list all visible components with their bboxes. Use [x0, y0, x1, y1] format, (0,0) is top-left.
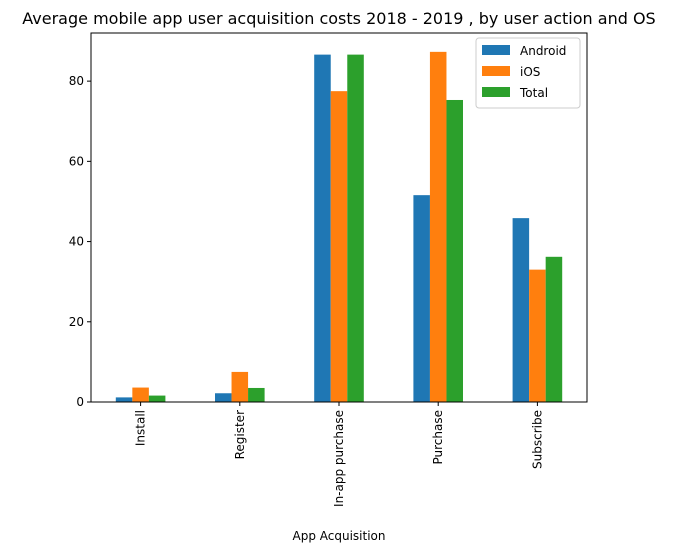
bar-total-in-app-purchase — [347, 54, 364, 402]
legend-label-android: Android — [520, 44, 566, 58]
legend-swatch-android — [482, 45, 510, 55]
x-axis: Install Register In-app purchase Purchase Su… — [134, 402, 544, 507]
bar-total-subscribe — [545, 256, 563, 402]
legend-label-total: Total — [519, 86, 548, 100]
x-axis-label: App Acquisition — [293, 529, 386, 543]
bar-android-register — [215, 393, 232, 402]
legend: Android iOS Total — [475, 37, 581, 109]
bar-android-in-app-purchase — [314, 54, 331, 402]
legend-swatch-ios — [482, 66, 510, 76]
bar-ios-register — [231, 371, 249, 402]
bar-ios-in-app-purchase — [330, 91, 348, 403]
bar-total-register — [248, 387, 265, 402]
bar-android-subscribe — [512, 218, 530, 402]
y-tick-label: 0 — [76, 395, 84, 409]
bar-ios-purchase — [429, 51, 447, 403]
bar-total-install — [148, 395, 166, 402]
bar-android-purchase — [413, 195, 430, 402]
y-tick-label: 20 — [69, 315, 84, 329]
legend-label-ios: iOS — [520, 65, 540, 79]
x-tick-label: Register — [233, 410, 247, 459]
legend-swatch-total — [482, 87, 510, 97]
bar-ios-install — [132, 387, 149, 402]
x-tick-label: Purchase — [431, 410, 445, 465]
y-tick-label: 60 — [69, 154, 84, 168]
bar-ios-subscribe — [529, 269, 546, 402]
x-tick-label: In-app purchase — [332, 410, 346, 507]
bars-layer — [115, 51, 563, 403]
bar-android-install — [115, 397, 133, 402]
x-tick-label: Subscribe — [530, 410, 544, 469]
x-tick-label: Install — [134, 410, 148, 446]
y-tick-label: 80 — [69, 74, 84, 88]
bar-total-purchase — [446, 99, 463, 403]
chart-title: Average mobile app user acquisition cost… — [22, 9, 655, 28]
y-tick-label: 40 — [69, 235, 84, 249]
y-axis: 0 20 40 60 80 — [69, 74, 91, 409]
